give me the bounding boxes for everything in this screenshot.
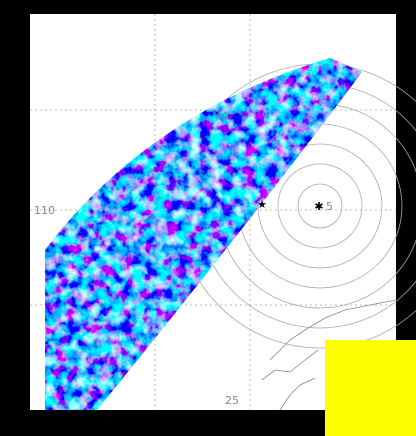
star-marker: ★	[257, 198, 267, 211]
yellow-box	[325, 340, 416, 436]
lat-label: 25	[225, 394, 239, 407]
lon-label: 110	[34, 204, 55, 217]
map-figure: 40 110 25 5 ★ ✱	[0, 0, 416, 436]
asterisk-marker: ✱	[314, 200, 323, 213]
screenshot: 40 110 25 5 ★ ✱	[0, 0, 416, 436]
lat-label: 40	[215, 110, 229, 123]
ring-label: 5	[326, 200, 333, 213]
